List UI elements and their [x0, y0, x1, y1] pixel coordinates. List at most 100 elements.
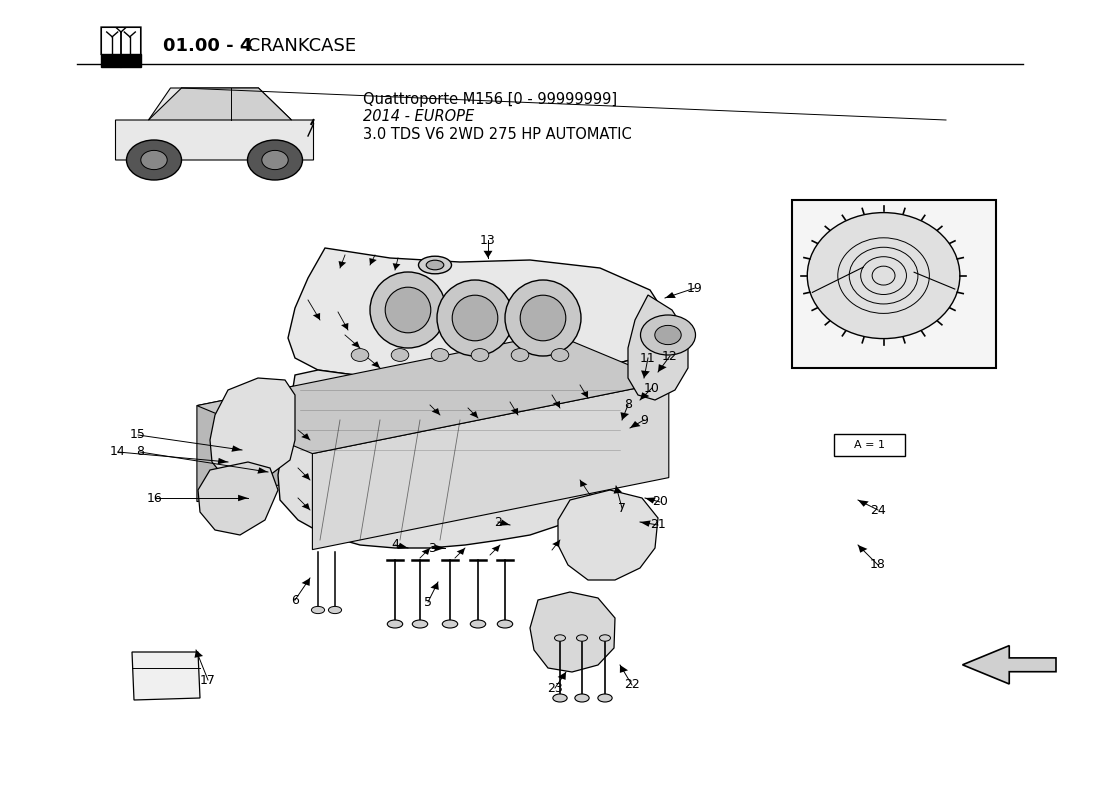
Polygon shape: [558, 490, 658, 580]
Polygon shape: [116, 88, 314, 160]
Polygon shape: [580, 480, 587, 487]
Polygon shape: [312, 313, 320, 320]
Polygon shape: [640, 392, 649, 400]
Polygon shape: [858, 500, 869, 506]
Text: 20: 20: [652, 495, 668, 509]
Polygon shape: [198, 462, 278, 535]
Text: 3: 3: [428, 542, 436, 554]
Polygon shape: [288, 248, 668, 380]
Ellipse shape: [807, 213, 960, 338]
Text: 13: 13: [480, 234, 496, 246]
Polygon shape: [558, 672, 566, 680]
Polygon shape: [581, 391, 589, 398]
Ellipse shape: [370, 272, 446, 348]
Polygon shape: [278, 360, 640, 548]
Text: CRANKCASE: CRANKCASE: [242, 38, 356, 55]
Polygon shape: [197, 334, 553, 502]
Polygon shape: [257, 467, 268, 474]
Polygon shape: [430, 582, 439, 590]
Ellipse shape: [426, 260, 443, 270]
Ellipse shape: [412, 620, 428, 628]
Ellipse shape: [418, 256, 451, 274]
Polygon shape: [640, 521, 650, 526]
Polygon shape: [470, 411, 478, 418]
Polygon shape: [148, 88, 292, 120]
Polygon shape: [195, 650, 204, 658]
Polygon shape: [552, 540, 560, 547]
Text: 11: 11: [640, 351, 656, 365]
Text: 2014 - EUROPE: 2014 - EUROPE: [363, 110, 474, 124]
Text: 16: 16: [147, 491, 163, 505]
Polygon shape: [393, 263, 400, 270]
Polygon shape: [431, 408, 440, 415]
Ellipse shape: [554, 635, 565, 642]
Text: 8: 8: [624, 398, 632, 411]
Ellipse shape: [329, 606, 342, 614]
Text: 01.00 - 4: 01.00 - 4: [163, 38, 252, 55]
Polygon shape: [628, 295, 688, 400]
Polygon shape: [312, 382, 669, 550]
Polygon shape: [397, 542, 408, 549]
Polygon shape: [301, 503, 310, 510]
Circle shape: [640, 315, 695, 355]
FancyBboxPatch shape: [101, 54, 141, 67]
Ellipse shape: [452, 295, 498, 341]
Circle shape: [126, 140, 182, 180]
Polygon shape: [658, 364, 667, 372]
Text: 10: 10: [645, 382, 660, 394]
Polygon shape: [132, 652, 200, 700]
Text: 12: 12: [662, 350, 678, 362]
Text: A = 1: A = 1: [854, 440, 886, 450]
Text: 6: 6: [292, 594, 299, 606]
Text: 14: 14: [110, 446, 125, 458]
Polygon shape: [510, 408, 518, 415]
Ellipse shape: [600, 635, 610, 642]
Polygon shape: [436, 545, 446, 551]
Polygon shape: [614, 486, 623, 494]
Polygon shape: [645, 498, 656, 503]
Text: 3.0 TDS V6 2WD 275 HP AUTOMATIC: 3.0 TDS V6 2WD 275 HP AUTOMATIC: [363, 127, 631, 142]
Polygon shape: [421, 548, 430, 555]
Text: 22: 22: [624, 678, 640, 691]
Polygon shape: [341, 323, 349, 330]
Polygon shape: [553, 401, 560, 408]
Ellipse shape: [497, 620, 513, 628]
Text: 18: 18: [870, 558, 886, 571]
Text: 9: 9: [640, 414, 648, 426]
Circle shape: [262, 150, 288, 170]
Ellipse shape: [520, 295, 565, 341]
Ellipse shape: [505, 280, 581, 356]
Ellipse shape: [385, 287, 431, 333]
FancyBboxPatch shape: [834, 434, 905, 456]
Polygon shape: [238, 494, 248, 502]
Polygon shape: [231, 446, 242, 452]
Circle shape: [141, 150, 167, 170]
Ellipse shape: [553, 694, 568, 702]
Polygon shape: [210, 378, 295, 482]
Text: 24: 24: [870, 503, 886, 517]
Text: 19: 19: [688, 282, 703, 294]
Polygon shape: [492, 545, 500, 552]
Polygon shape: [197, 334, 669, 454]
Text: 2: 2: [494, 515, 502, 529]
Text: 4: 4: [392, 538, 399, 551]
Ellipse shape: [597, 694, 612, 702]
Ellipse shape: [442, 620, 458, 628]
Polygon shape: [301, 578, 310, 586]
Polygon shape: [620, 412, 629, 420]
Polygon shape: [530, 592, 615, 672]
Text: Quattroporte M156 [0 - 99999999]: Quattroporte M156 [0 - 99999999]: [363, 92, 617, 106]
Circle shape: [351, 349, 369, 362]
Polygon shape: [301, 434, 310, 440]
Polygon shape: [499, 519, 510, 526]
Polygon shape: [351, 342, 360, 348]
Text: 21: 21: [650, 518, 666, 531]
Polygon shape: [620, 665, 628, 673]
Text: 17: 17: [200, 674, 216, 686]
Polygon shape: [370, 258, 376, 265]
Text: 7: 7: [618, 502, 626, 514]
Text: 15: 15: [130, 429, 146, 442]
Polygon shape: [641, 370, 650, 378]
Polygon shape: [339, 261, 346, 268]
Ellipse shape: [311, 606, 324, 614]
